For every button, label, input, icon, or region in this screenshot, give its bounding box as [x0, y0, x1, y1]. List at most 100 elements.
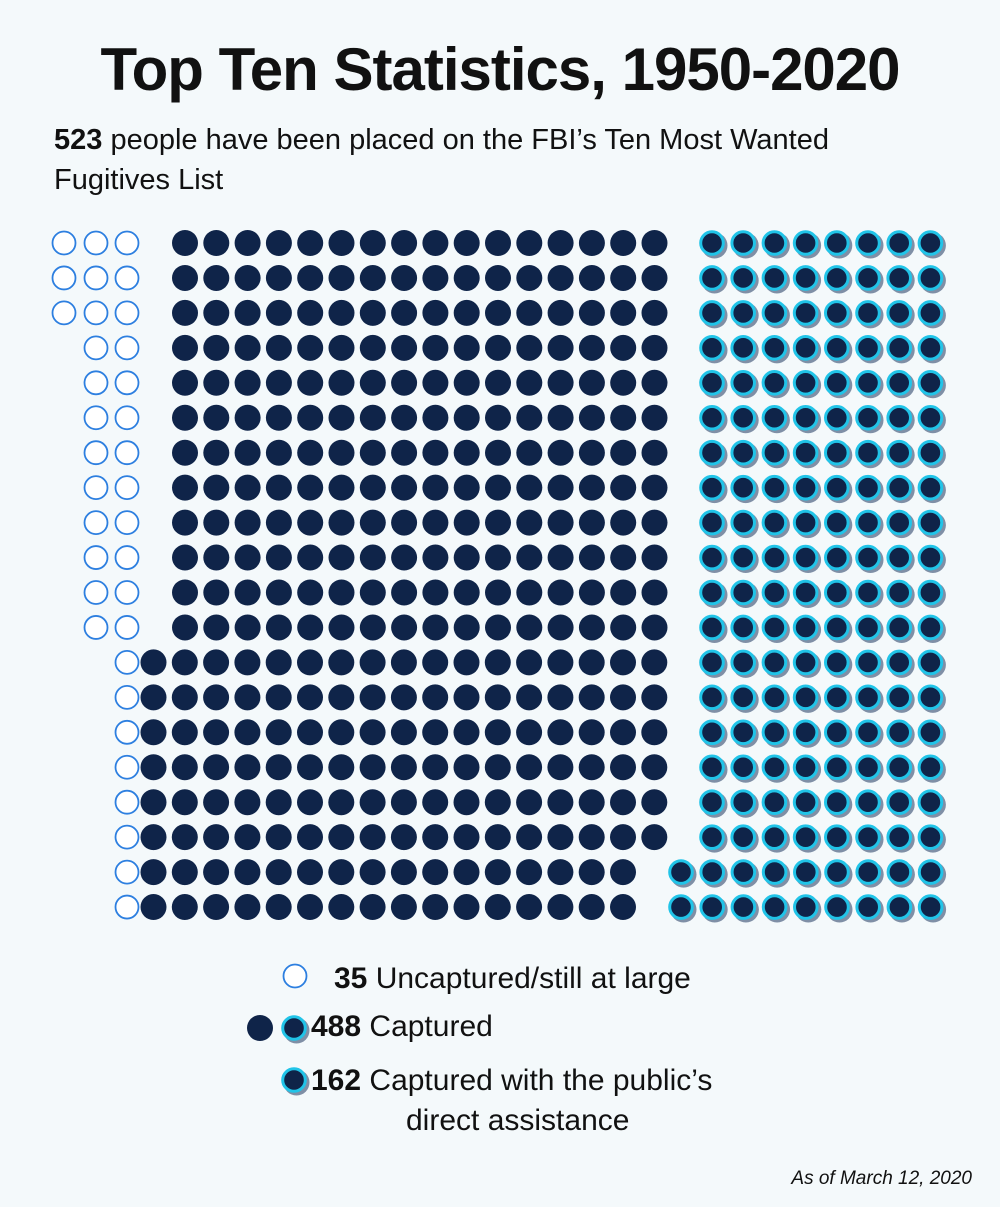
captured-dot [453, 754, 480, 781]
uncaptured-dot [114, 265, 140, 291]
captured-dot [516, 230, 543, 256]
captured-dot [485, 439, 511, 466]
captured-dot [547, 230, 574, 256]
captured-dot [610, 684, 636, 711]
captured-dot [359, 264, 386, 291]
public-assist-dot [917, 579, 946, 608]
captured-dot [641, 719, 668, 746]
captured-dot [359, 649, 386, 676]
public-assist-dot [855, 230, 884, 259]
captured-dot [265, 439, 292, 466]
public-assist-dot [855, 824, 884, 853]
captured-dot [265, 334, 292, 361]
captured-dot [297, 684, 323, 711]
captured-dot [547, 684, 574, 711]
captured-dot [547, 369, 574, 396]
captured-dot [328, 334, 355, 361]
public-assist-dot [917, 439, 946, 469]
captured-dot [578, 579, 605, 606]
captured-dot [422, 439, 449, 466]
captured-dot [578, 544, 605, 571]
captured-dot [422, 299, 449, 326]
captured-dot [297, 614, 324, 641]
captured-dot [297, 579, 324, 606]
public-assist-dot [699, 824, 728, 853]
captured-dot [578, 649, 605, 676]
captured-dot [265, 719, 292, 746]
captured-dot [328, 544, 355, 571]
captured-dot [203, 544, 230, 571]
captured-dot [234, 404, 261, 431]
public-assist-dot [730, 439, 759, 469]
public-assist-dot [792, 370, 822, 399]
public-assist-dot [793, 894, 822, 923]
uncaptured-dot [114, 370, 140, 396]
uncaptured-dot [114, 894, 140, 920]
uncaptured-dot [83, 300, 109, 326]
captured-dot [390, 824, 417, 851]
captured-dot [390, 754, 417, 781]
public-assist-dot [886, 474, 915, 504]
uncaptured-dot [83, 230, 109, 256]
captured-dot [547, 754, 574, 781]
captured-dot [547, 649, 574, 676]
public-assist-dot [917, 370, 946, 399]
public-assist-dot [855, 649, 884, 678]
public-assist-dot [886, 544, 915, 574]
captured-dot [516, 544, 543, 571]
captured-dot [359, 754, 386, 781]
captured-dot [422, 824, 449, 851]
legend-captured-label: Captured [361, 1010, 493, 1043]
captured-dot [516, 579, 543, 606]
captured-dot [234, 894, 261, 921]
captured-dot [485, 544, 511, 571]
captured-dot [265, 369, 292, 396]
captured-dot [140, 894, 167, 921]
public-assist-dot [792, 579, 822, 608]
captured-dot [265, 230, 292, 256]
captured-dot [234, 579, 261, 606]
captured-dot [297, 264, 324, 291]
captured-dot [610, 859, 636, 886]
captured-dot [422, 369, 449, 396]
public-assist-dot [917, 404, 946, 434]
public-assist-dot [792, 824, 822, 853]
captured-dot [265, 824, 292, 851]
captured-dot [359, 859, 386, 886]
captured-dot [547, 859, 574, 886]
public-assist-dot [699, 894, 728, 923]
uncaptured-dot [114, 510, 140, 535]
public-assist-dot [855, 370, 884, 399]
legend-public-swatch [281, 1067, 310, 1096]
captured-dot [610, 824, 636, 851]
uncaptured-dot [83, 580, 109, 605]
captured-dot [610, 754, 636, 781]
public-assist-dot [730, 300, 759, 329]
public-assist-dot [761, 230, 790, 259]
public-assist-dot [855, 300, 884, 329]
captured-dot [547, 439, 574, 466]
captured-dot [172, 404, 198, 431]
captured-dot [422, 544, 449, 571]
captured-dot [578, 754, 605, 781]
total-count: 523 [54, 124, 103, 156]
captured-dot [547, 299, 574, 326]
public-assist-dot [855, 404, 884, 434]
chart-title: Top Ten Statistics, 1950-2020 [100, 36, 900, 103]
captured-dot [297, 544, 324, 571]
public-assist-dot [917, 789, 946, 818]
captured-dot [516, 404, 543, 431]
captured-dot [359, 509, 386, 536]
public-assist-dot [761, 404, 790, 434]
captured-dot [422, 404, 449, 431]
captured-dot [203, 579, 230, 606]
captured-dot [265, 684, 292, 711]
public-assist-dot [824, 824, 853, 853]
captured-dot [234, 649, 261, 676]
public-assist-dot [730, 404, 759, 434]
public-assist-dot [730, 859, 759, 888]
captured-dot [453, 334, 480, 361]
captured-dot [578, 509, 605, 536]
public-assist-dot [699, 439, 728, 469]
captured-dot [547, 334, 574, 361]
